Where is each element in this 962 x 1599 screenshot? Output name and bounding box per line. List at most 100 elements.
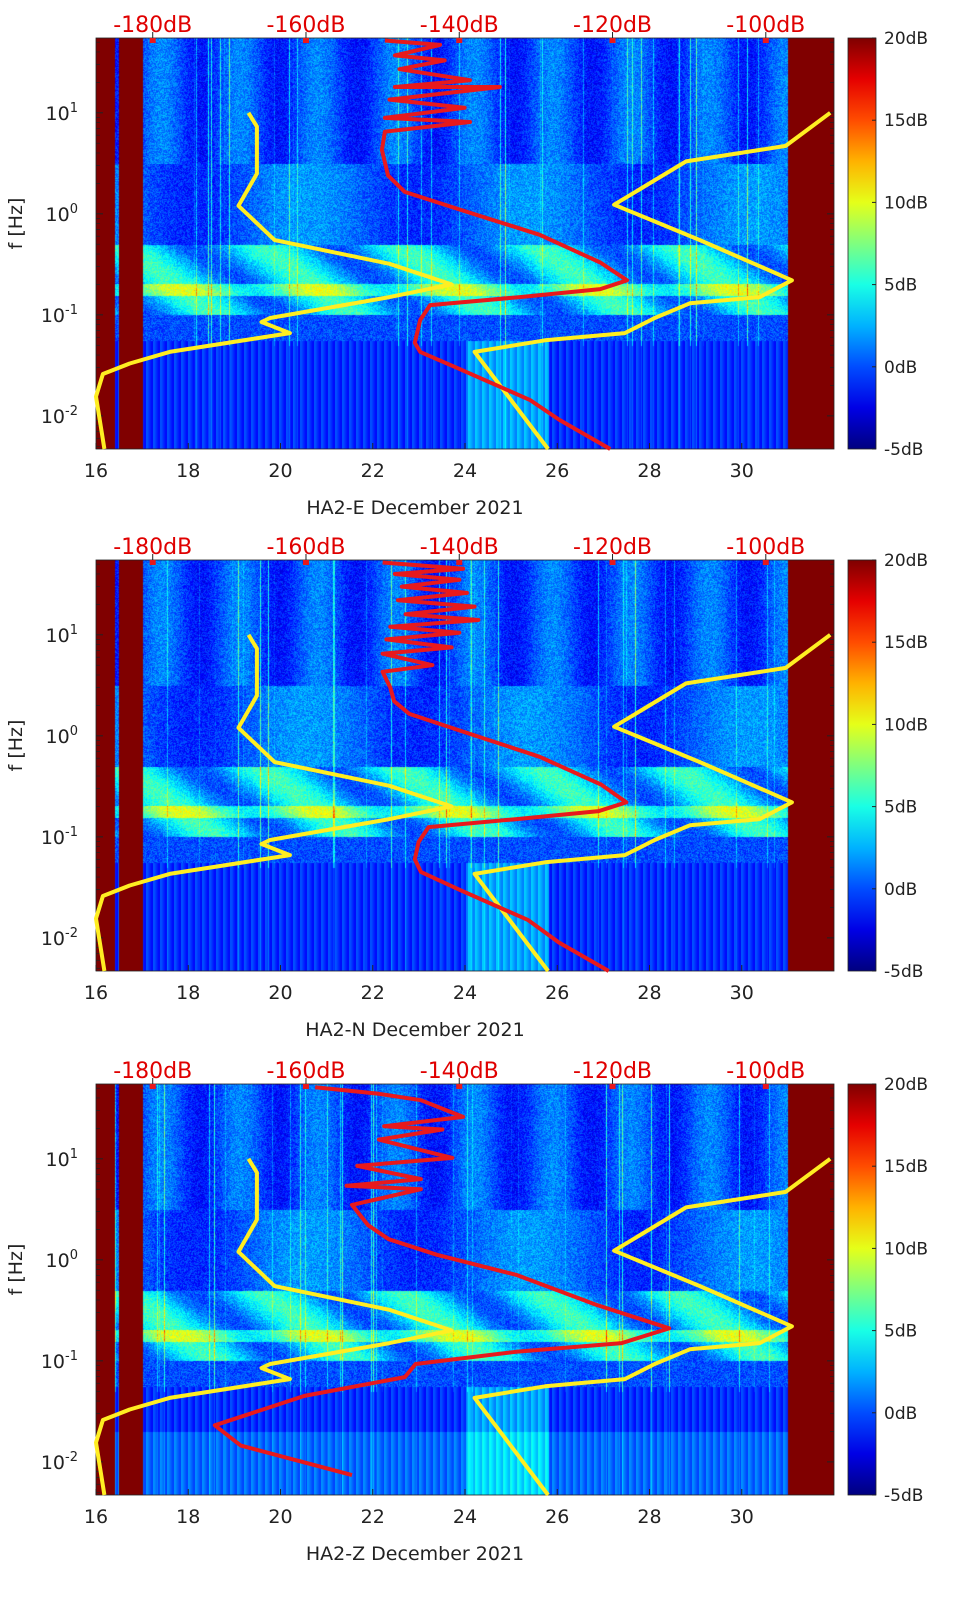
x-tick-label: 28 bbox=[637, 982, 661, 1004]
spectrogram-panel-ha2-n: 16 18 20 22 24 26 28 30 HA2-N December 2021 -180d… bbox=[0, 522, 962, 1052]
y-tick-label: 101 bbox=[46, 1147, 78, 1171]
top-red-marker bbox=[456, 560, 463, 565]
high-noise-model-line bbox=[472, 1157, 832, 1497]
y-tick-exponent: 0 bbox=[70, 202, 78, 217]
y-tick-exponent: 0 bbox=[70, 1248, 78, 1263]
colorbar-tick-label: 15dB bbox=[884, 111, 928, 131]
y-tick-label: 10-2 bbox=[41, 926, 78, 950]
top-tick-label: -160dB bbox=[266, 535, 345, 560]
y-tick-exponent: -1 bbox=[65, 825, 78, 840]
y-tick-exponent: -2 bbox=[65, 404, 78, 419]
spectrogram-panel-ha2-e: 16 18 20 22 24 26 28 30 HA2-E December 2021 -180d… bbox=[0, 0, 962, 530]
colorbar-tick-label: 10dB bbox=[884, 193, 928, 213]
colorbar bbox=[847, 37, 877, 450]
top-tick-label: -180dB bbox=[113, 1059, 192, 1084]
x-tick-label: 16 bbox=[84, 460, 108, 482]
colorbar-tick-label: -5dB bbox=[884, 1486, 923, 1506]
top-tick-label: -120dB bbox=[573, 535, 652, 560]
y-tick-label: 10-1 bbox=[41, 825, 78, 849]
y-tick-exponent: 1 bbox=[70, 623, 78, 638]
high-noise-model-line bbox=[472, 111, 832, 451]
x-tick-label: 18 bbox=[176, 982, 200, 1004]
top-red-marker bbox=[149, 1084, 156, 1089]
x-tick-label: 20 bbox=[268, 1506, 292, 1528]
y-tick-label: 10-2 bbox=[41, 404, 78, 428]
colorbar-tick-label: 15dB bbox=[884, 1157, 928, 1177]
y-tick-label: 10-1 bbox=[41, 303, 78, 327]
x-tick-label: 24 bbox=[453, 460, 477, 482]
y-axis-label: f [Hz] bbox=[5, 198, 27, 250]
colorbar-tick-label: 20dB bbox=[884, 1075, 928, 1095]
plot-frame bbox=[95, 1083, 835, 1496]
colorbar bbox=[847, 1083, 877, 1496]
colorbar-tick-label: -5dB bbox=[884, 962, 923, 982]
y-axis-label: f [Hz] bbox=[5, 1244, 27, 1296]
x-tick-label: 18 bbox=[176, 460, 200, 482]
top-tick-label: -160dB bbox=[266, 1059, 345, 1084]
colorbar-tick-label: 0dB bbox=[884, 1404, 917, 1424]
chart-overlay: 16 18 20 22 24 26 28 30 HA2-E December 2021 -180d… bbox=[5, 13, 928, 519]
colorbar-tick-label: 0dB bbox=[884, 358, 917, 378]
x-axis-label: HA2-N December 2021 bbox=[305, 1019, 524, 1041]
x-tick-label: 28 bbox=[637, 1506, 661, 1528]
colorbar bbox=[847, 559, 877, 972]
x-tick-label: 16 bbox=[84, 1506, 108, 1528]
colorbar-tick-label: 10dB bbox=[884, 715, 928, 735]
top-tick-label: -100dB bbox=[726, 1059, 805, 1084]
y-tick-exponent: -2 bbox=[65, 1450, 78, 1465]
plot-frame bbox=[95, 37, 835, 450]
x-tick-label: 20 bbox=[268, 460, 292, 482]
top-red-marker bbox=[149, 560, 156, 565]
top-red-marker bbox=[609, 38, 616, 43]
x-tick-label: 22 bbox=[361, 1506, 385, 1528]
chart-overlay: 16 18 20 22 24 26 28 30 HA2-N December 2021 -180d… bbox=[5, 535, 928, 1041]
top-red-marker bbox=[302, 560, 309, 565]
colorbar-tick-label: 5dB bbox=[884, 1322, 917, 1342]
top-tick-label: -120dB bbox=[573, 13, 652, 38]
colorbar-tick-label: 10dB bbox=[884, 1239, 928, 1259]
y-tick-label: 101 bbox=[46, 623, 78, 647]
top-red-marker bbox=[609, 560, 616, 565]
top-tick-label: -140dB bbox=[420, 535, 499, 560]
colorbar-tick-label: 0dB bbox=[884, 880, 917, 900]
y-tick-label: 100 bbox=[46, 202, 78, 226]
x-tick-label: 24 bbox=[453, 982, 477, 1004]
colorbar-tick-label: 20dB bbox=[884, 551, 928, 571]
x-tick-label: 16 bbox=[84, 982, 108, 1004]
median-psd-line bbox=[379, 38, 630, 451]
x-tick-label: 22 bbox=[361, 460, 385, 482]
x-tick-label: 24 bbox=[453, 1506, 477, 1528]
top-red-marker bbox=[762, 560, 769, 565]
top-tick-label: -160dB bbox=[266, 13, 345, 38]
top-red-marker bbox=[456, 1084, 463, 1089]
y-tick-label: 100 bbox=[46, 1248, 78, 1272]
colorbar-tick-label: -5dB bbox=[884, 440, 923, 460]
top-tick-label: -100dB bbox=[726, 535, 805, 560]
y-axis-label: f [Hz] bbox=[5, 720, 27, 772]
y-tick-label: 10-2 bbox=[41, 1450, 78, 1474]
spectrogram-panel-ha2-z: 16 18 20 22 24 26 28 30 HA2-Z December 2021 -180d… bbox=[0, 1046, 962, 1576]
top-tick-label: -180dB bbox=[113, 535, 192, 560]
x-tick-label: 30 bbox=[730, 1506, 754, 1528]
x-tick-label: 30 bbox=[730, 460, 754, 482]
colorbar-tick-label: 5dB bbox=[884, 798, 917, 818]
y-tick-exponent: 1 bbox=[70, 101, 78, 116]
top-tick-label: -100dB bbox=[726, 13, 805, 38]
y-tick-exponent: -1 bbox=[65, 303, 78, 318]
y-tick-exponent: -1 bbox=[65, 1349, 78, 1364]
x-tick-label: 26 bbox=[545, 460, 569, 482]
top-red-marker bbox=[609, 1084, 616, 1089]
top-red-marker bbox=[302, 1084, 309, 1089]
x-axis-label: HA2-E December 2021 bbox=[306, 497, 523, 519]
y-tick-exponent: 1 bbox=[70, 1147, 78, 1162]
colorbar-tick-label: 5dB bbox=[884, 276, 917, 296]
x-tick-label: 22 bbox=[361, 982, 385, 1004]
y-tick-label: 10-1 bbox=[41, 1349, 78, 1373]
low-noise-model-line bbox=[94, 1157, 454, 1496]
x-tick-label: 18 bbox=[176, 1506, 200, 1528]
top-tick-label: -120dB bbox=[573, 1059, 652, 1084]
y-tick-exponent: 0 bbox=[70, 724, 78, 739]
y-tick-label: 101 bbox=[46, 101, 78, 125]
chart-overlay: 16 18 20 22 24 26 28 30 HA2-Z December 2021 -180d… bbox=[5, 1059, 928, 1565]
top-red-marker bbox=[456, 38, 463, 43]
